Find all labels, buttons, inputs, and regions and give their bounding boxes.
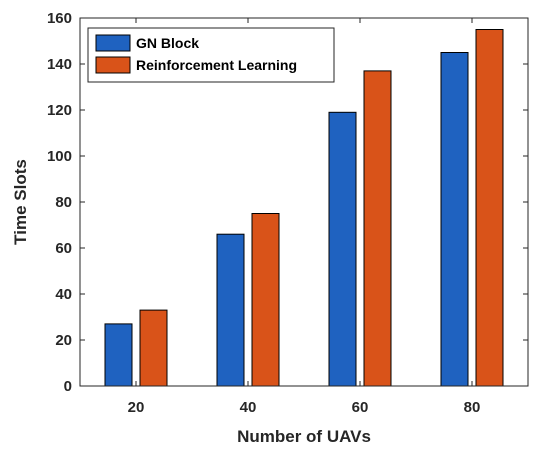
bar-gn-block-80	[440, 52, 469, 387]
y-tick-label: 160	[47, 10, 72, 27]
x-tick-label: 80	[464, 399, 481, 416]
x-tick-label: 40	[240, 399, 257, 416]
x-axis-label: Number of UAVs	[237, 427, 371, 446]
y-axis-label: Time Slots	[11, 159, 30, 245]
y-tick-label: 40	[55, 286, 72, 303]
x-tick-label: 60	[352, 399, 369, 416]
bar-reinforcement-learning-40	[251, 213, 280, 387]
y-tick-label: 120	[47, 102, 72, 119]
y-tick-label: 140	[47, 56, 72, 73]
y-tick-label: 20	[55, 332, 72, 349]
bar-gn-block-20	[104, 323, 133, 387]
y-tick-label: 80	[55, 194, 72, 211]
legend-swatch	[95, 56, 131, 74]
bar-reinforcement-learning-60	[363, 70, 392, 387]
legend: GN Block Reinforcement Learning	[87, 27, 335, 83]
bar-gn-block-60	[328, 111, 357, 387]
bar-reinforcement-learning-20	[139, 309, 168, 387]
legend-swatch	[95, 34, 131, 52]
y-tick-label: 100	[47, 148, 72, 165]
legend-label: GN Block	[136, 35, 199, 51]
x-tick-label: 20	[128, 399, 145, 416]
y-tick-label: 0	[64, 378, 72, 395]
legend-label: Reinforcement Learning	[136, 57, 297, 73]
bars-layer	[104, 29, 504, 387]
y-axis-ticks: 0 20 40 60 80 100 120 140 160	[47, 10, 528, 395]
bar-reinforcement-learning-80	[475, 29, 504, 387]
bar-gn-block-40	[216, 233, 245, 387]
x-axis-ticks: 20 40 60 80	[128, 18, 481, 416]
y-tick-label: 60	[55, 240, 72, 257]
